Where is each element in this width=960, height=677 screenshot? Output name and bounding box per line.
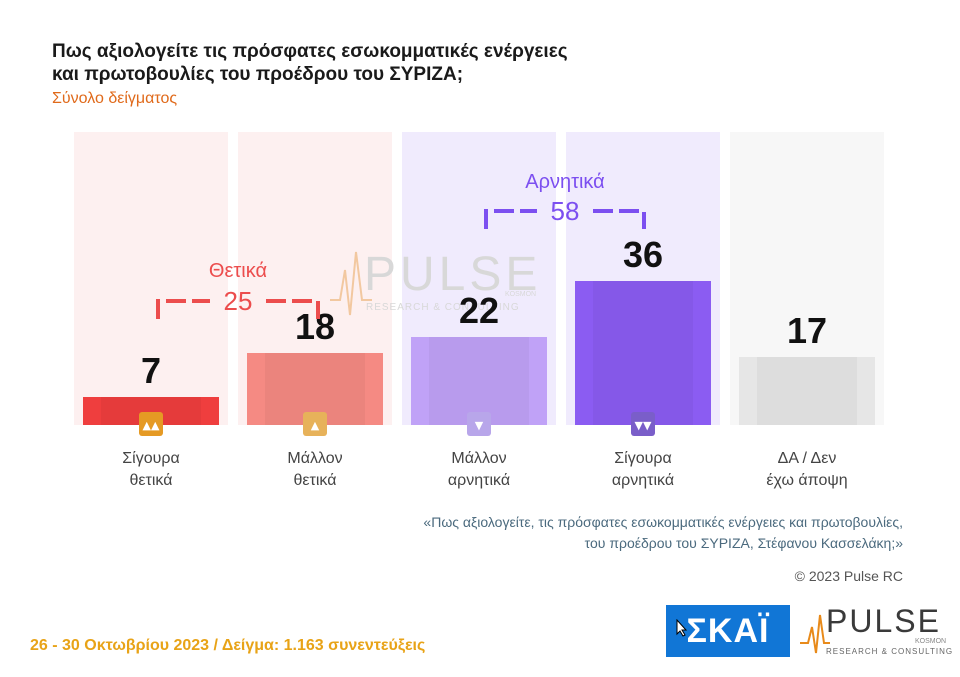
survey-footer: 26 - 30 Οκτωβρίου 2023 / Δείγμα: 1.163 σ… xyxy=(30,637,426,654)
double-thumbs-down-icon xyxy=(631,412,655,436)
bar-highlight xyxy=(429,337,529,425)
thumbs-down-icon xyxy=(467,412,491,436)
negative-group-bracket xyxy=(484,209,646,229)
column-background xyxy=(74,132,228,425)
chart-subtitle: Σύνολο δείγματος xyxy=(52,90,178,107)
category-label: αρνητικά xyxy=(448,472,510,489)
chart-title: Πως αξιολογείτε τις πρόσφατες εσωκομματι… xyxy=(52,40,568,86)
watermark-name: PULSE xyxy=(364,248,541,301)
title-line-2: και πρωτοβουλίες του προέδρου του ΣΥΡΙΖΑ… xyxy=(52,64,464,85)
bar xyxy=(575,281,711,425)
pulse-logo-sub: RESEARCH & CONSULTING xyxy=(826,647,954,656)
positive-group-bracket xyxy=(156,299,320,319)
pulse-logo-small: KOSMON xyxy=(915,638,947,645)
thumb-glyph: ▲▲ xyxy=(143,419,160,432)
category-label: ΔΑ / Δεν xyxy=(778,450,837,467)
question-note: «Πως αξιολογείτε, τις πρόσφατες εσωκομμα… xyxy=(423,512,903,554)
pulse-logo-name: PULSE xyxy=(826,603,941,639)
thumbs-up-icon xyxy=(303,412,327,436)
watermark-small: KOSMON xyxy=(505,291,536,298)
question-note-line-1: «Πως αξιολογείτε, τις πρόσφατες εσωκομμα… xyxy=(423,514,903,530)
bar-value-label: 36 xyxy=(623,234,663,275)
category-label: Σίγουρα xyxy=(614,450,671,467)
bar xyxy=(411,337,547,425)
mouse-cursor-icon xyxy=(676,619,688,637)
bar xyxy=(739,357,875,425)
bar-value-label: 17 xyxy=(787,310,827,351)
category-label: θετικά xyxy=(294,472,337,489)
title-line-1: Πως αξιολογείτε τις πρόσφατες εσωκομματι… xyxy=(52,41,568,62)
watermark-wave-icon xyxy=(330,251,372,316)
skai-logo: ΣΚΑΪ xyxy=(666,605,790,657)
question-note-line-2: του προέδρου του ΣΥΡΙΖΑ, Στέφανου Κασσελ… xyxy=(584,535,903,551)
category-label: Μάλλον xyxy=(451,450,506,467)
bar-value-label: 7 xyxy=(141,350,161,391)
double-thumbs-up-icon xyxy=(139,412,163,436)
category-label: αρνητικά xyxy=(612,472,674,489)
bar-highlight xyxy=(757,357,857,425)
category-label: Μάλλον xyxy=(287,450,342,467)
category-label: έχω άποψη xyxy=(766,472,847,489)
pulse-logo: PULSE KOSMON RESEARCH & CONSULTING xyxy=(800,603,952,659)
bar-highlight xyxy=(593,281,693,425)
watermark-sub: RESEARCH & CONSULTING xyxy=(366,302,520,313)
category-label: θετικά xyxy=(130,472,173,489)
positive-group-label: Θετικά xyxy=(209,260,267,282)
thumb-glyph: ▼ xyxy=(475,419,484,432)
positive-group-value: 25 xyxy=(224,286,253,316)
bar-value-label: 18 xyxy=(295,306,335,347)
negative-group-label: Αρνητικά xyxy=(525,171,605,193)
thumb-glyph: ▲ xyxy=(311,419,320,432)
copyright-text: © 2023 Pulse RC xyxy=(794,568,903,584)
negative-group-value: 58 xyxy=(551,196,580,226)
pulse-wave-icon xyxy=(800,614,830,654)
bar-value-label: 22 xyxy=(459,290,499,331)
category-label: Σίγουρα xyxy=(122,450,179,467)
thumb-glyph: ▼▼ xyxy=(635,419,652,432)
